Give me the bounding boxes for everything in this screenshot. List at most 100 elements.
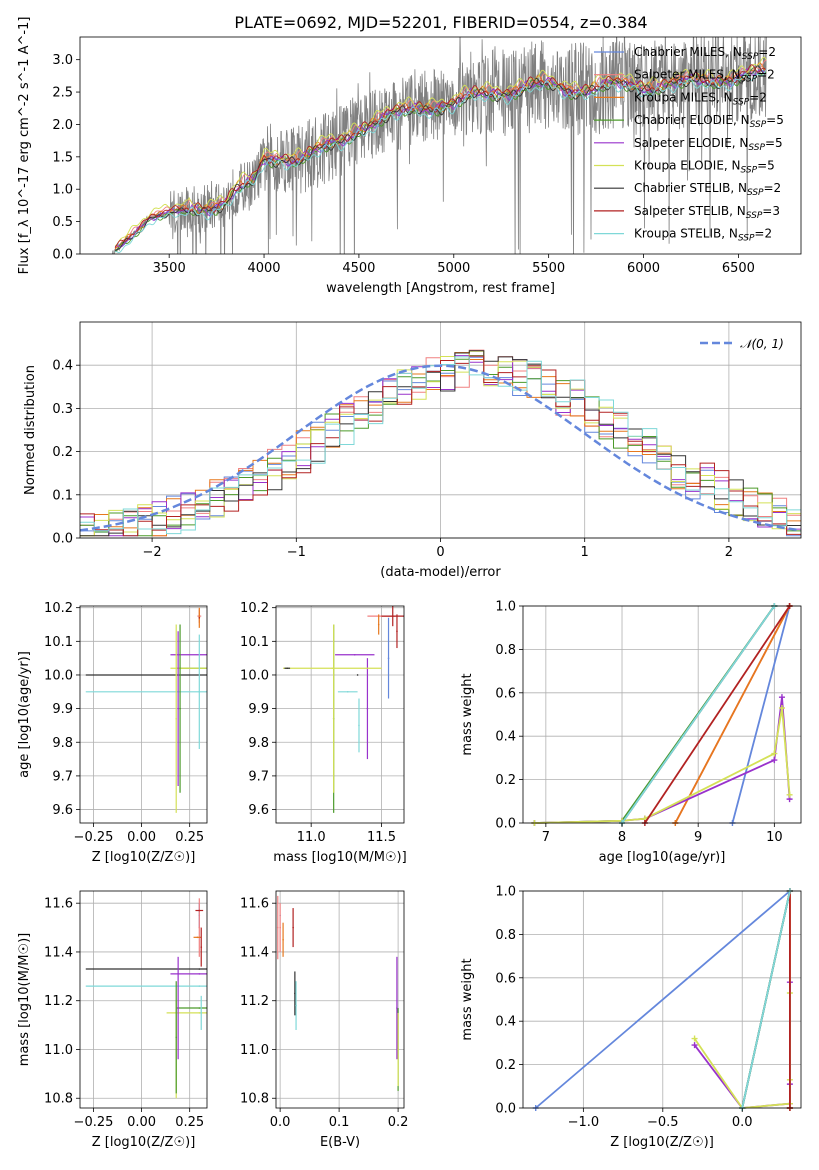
x-tick-label: 9 [694, 830, 702, 845]
y-tick-label: 11.6 [44, 897, 73, 912]
axes-mass-age [276, 606, 404, 823]
y-tick-label: 3.0 [52, 53, 73, 68]
data-point [175, 1036, 178, 1039]
x-tick-label: 0.25 [175, 1115, 204, 1130]
weight-line [621, 605, 776, 824]
y-axis-label: mass [log10(M/M☉)] [17, 933, 32, 1066]
x-axis-label: Z [log10(Z/Z☉)] [92, 1135, 196, 1150]
data-point [198, 1007, 201, 1009]
data-point [396, 630, 398, 633]
x-tick-label: 0.00 [127, 1115, 156, 1130]
frame-spectrum: 3500 4000 4500 5000 5500 6000 6500 0.0 0.5 1.0 1.5… [17, 17, 802, 296]
legend-label: Salpeter ELODIE, NSSP=5 [634, 136, 783, 153]
axes-frame [522, 890, 802, 1109]
normal-curve [80, 364, 801, 532]
legend-label: Kroupa ELODIE, NSSP=5 [634, 159, 775, 176]
axes-frame [522, 605, 802, 824]
data-point [200, 1012, 203, 1014]
legend-label: Chabrier MILES, NSSP=2 [634, 45, 776, 62]
x-tick-label: 4000 [247, 261, 280, 276]
y-tick-label: 11.6 [240, 897, 269, 912]
weight-line [731, 605, 791, 824]
y-tick-label: 0.4 [52, 359, 73, 374]
weight-line [674, 605, 791, 824]
data-point [387, 657, 390, 659]
data-point [331, 667, 334, 670]
y-tick-label: 10.2 [240, 601, 269, 616]
x-axis-label: Z [log10(Z/Z☉)] [610, 1135, 714, 1150]
legend-label: Kroupa STELIB, NSSP=2 [634, 227, 772, 244]
x-tick-label: 11.5 [367, 830, 396, 845]
frame-Z-weight: −1.0 −0.5 0.0 0.0 0.2 0.4 0.6 0.8 1.0 Z [log10(Z/… [460, 885, 802, 1150]
x-tick-label: 6500 [722, 261, 755, 276]
x-tick-label: 0.0 [732, 1115, 753, 1130]
frame-age-weight: 7 8 9 10 0.0 0.2 0.4 0.6 0.8 1.0 age [log10(age/yr… [460, 600, 802, 865]
y-tick-label: 10.8 [240, 1092, 269, 1107]
y-axis-label: mass weight [460, 958, 475, 1040]
y-tick-label: 10.2 [44, 601, 73, 616]
axes-Z-mass [80, 891, 207, 1108]
data-point [198, 973, 201, 975]
residual-legend: 𝒩(0, 1) [700, 337, 784, 351]
y-tick-label: 9.7 [248, 769, 269, 784]
residual-histograms [80, 349, 801, 537]
x-tick-label: 11.0 [297, 830, 326, 845]
errorbars-Z-age [85, 607, 207, 813]
y-tick-label: 0.6 [495, 971, 516, 986]
data-point [396, 1007, 398, 1009]
data-point [282, 938, 284, 941]
y-tick-label: 0.5 [52, 215, 73, 230]
errorbars-EBV-mass [276, 895, 399, 1091]
x-tick-label: 3500 [153, 261, 186, 276]
data-point [286, 667, 289, 670]
data-point [295, 1004, 297, 1007]
spectrum-legend: Chabrier MILES, NSSP=2 Salpeter MILES, NS… [594, 45, 784, 244]
x-axis-label: age [log10(age/yr)] [599, 850, 726, 865]
figure-title: PLATE=0692, MJD=52201, FIBERID=0554, z=0… [234, 13, 647, 32]
y-tick-label: 1.5 [52, 150, 73, 165]
weight-marker [771, 750, 778, 757]
data-point [366, 707, 369, 710]
data-point [294, 992, 296, 995]
y-axis-label: mass weight [460, 673, 475, 755]
x-tick-label: 0.00 [127, 830, 156, 845]
legend-label: Chabrier STELIB, NSSP=2 [634, 181, 781, 198]
x-tick-label: 0 [436, 545, 444, 560]
x-tick-label: 0.1 [329, 1115, 350, 1130]
x-tick-label: 1 [581, 545, 589, 560]
y-tick-label: 1.0 [495, 885, 516, 900]
weight-marker [778, 694, 785, 701]
data-point [292, 926, 294, 929]
y-tick-label: 0.0 [495, 817, 516, 832]
data-point [353, 653, 356, 656]
legend-label: Kroupa MILES, NSSP=2 [634, 90, 767, 107]
y-tick-label: 2.5 [52, 86, 73, 101]
y-tick-label: 11.4 [44, 945, 73, 960]
y-tick-label: 9.8 [248, 736, 269, 751]
data-point [198, 926, 201, 929]
y-tick-label: 0.2 [495, 773, 516, 788]
errorbars-Z-mass [85, 898, 207, 1099]
x-tick-label: −2 [143, 545, 162, 560]
y-tick-label: 9.9 [248, 702, 269, 717]
x-tick-label: −1 [287, 545, 306, 560]
y-tick-label: 10.1 [240, 635, 269, 650]
axes-Z-age [80, 606, 207, 823]
frame-Z-age: −0.25 0.00 0.25 9.6 9.7 9.8 9.9 10.0 10.1 10.2 Z [… [17, 601, 208, 865]
weight-line [535, 890, 791, 1109]
axes-frame [275, 605, 405, 824]
y-tick-label: 0.3 [52, 402, 73, 417]
data-point [177, 1007, 179, 1009]
x-tick-label: 8 [618, 830, 626, 845]
data-point [196, 936, 199, 939]
y-tick-label: 0.6 [495, 686, 516, 701]
data-point [279, 926, 281, 929]
x-tick-label: 4500 [342, 261, 375, 276]
data-point [358, 724, 360, 727]
data-point [198, 909, 201, 912]
axes-frame [79, 36, 802, 255]
x-tick-label: 7 [542, 830, 550, 845]
y-tick-label: 11.0 [240, 1043, 269, 1058]
legend-label: Chabrier ELODIE, NSSP=5 [634, 113, 784, 130]
weight-lines-age-weight [531, 603, 793, 826]
